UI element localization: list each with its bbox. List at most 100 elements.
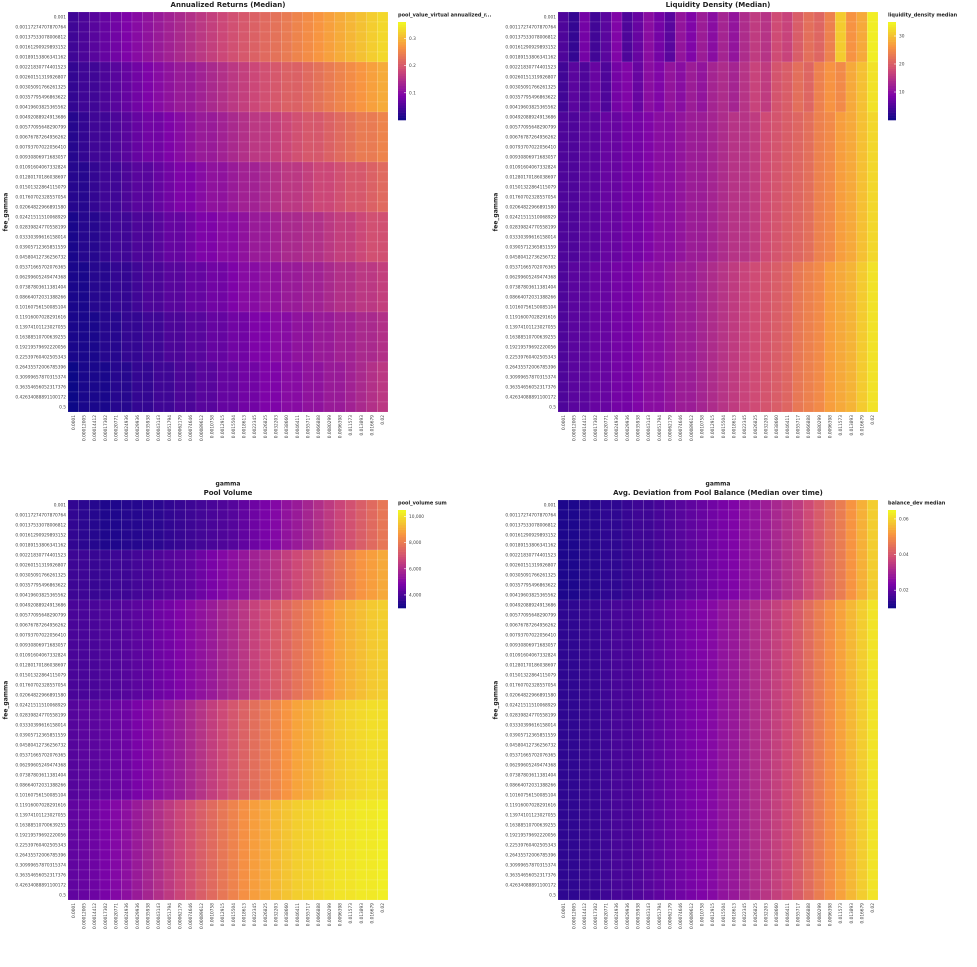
heatmap-cell: [174, 71, 186, 83]
heatmap-cell: [174, 131, 186, 143]
heatmap-cell: [281, 91, 293, 103]
heatmap-cell: [739, 829, 751, 841]
heatmap-cell: [611, 659, 623, 671]
heatmap-cell: [653, 579, 665, 591]
heatmap-cell: [249, 371, 261, 383]
heatmap-cell: [259, 211, 271, 223]
heatmap-cell: [664, 799, 676, 811]
heatmap-cell: [291, 241, 303, 253]
heatmap-cell: [600, 819, 612, 831]
heatmap-cell: [174, 819, 186, 831]
heatmap-cell: [355, 859, 367, 871]
legend-title: liquidity_density median: [888, 13, 958, 19]
heatmap-cell: [281, 639, 293, 651]
heatmap-cell: [685, 779, 697, 791]
heatmap-cell: [696, 499, 708, 511]
heatmap-cell: [238, 141, 250, 153]
heatmap-cell: [366, 699, 378, 711]
heatmap-cell: [366, 559, 378, 571]
heatmap-cell: [355, 41, 367, 53]
heatmap-cell: [760, 709, 772, 721]
colorbar-segment: [398, 585, 406, 589]
heatmap-cell: [653, 41, 665, 53]
heatmap-cell: [653, 201, 665, 213]
heatmap-cell: [675, 291, 687, 303]
heatmap-cell: [579, 351, 591, 363]
heatmap-cell: [227, 589, 239, 601]
heatmap-cell: [78, 251, 90, 263]
heatmap-cell: [557, 91, 569, 103]
heatmap-cell: [174, 579, 186, 591]
heatmap-cell: [270, 619, 282, 631]
heatmap-cell: [824, 769, 836, 781]
heatmap-cell: [78, 579, 90, 591]
colorbar-segment: [888, 85, 896, 89]
heatmap-cell: [685, 51, 697, 63]
heatmap-cell: [749, 549, 761, 561]
heatmap-cell: [867, 111, 879, 123]
heatmap-cell: [824, 351, 836, 363]
heatmap-cell: [99, 141, 111, 153]
heatmap-cell: [664, 271, 676, 283]
heatmap-cell: [835, 529, 847, 541]
heatmap-cell: [313, 81, 325, 93]
heatmap-cell: [334, 869, 346, 881]
heatmap-cell: [845, 589, 857, 601]
heatmap-cell: [792, 719, 804, 731]
heatmap-cell: [568, 589, 580, 601]
heatmap-cell: [78, 331, 90, 343]
heatmap-cell: [717, 509, 729, 521]
heatmap-cell: [281, 819, 293, 831]
heatmap-cell: [142, 609, 154, 621]
heatmap-cell: [739, 261, 751, 273]
heatmap-cell: [334, 669, 346, 681]
colorbar-segment: [398, 85, 406, 89]
heatmap-cell: [227, 311, 239, 323]
x-tick-label: 0.0055717: [306, 415, 312, 439]
heatmap-cell: [856, 719, 868, 731]
heatmap-cell: [345, 699, 357, 711]
heatmap-cell: [579, 141, 591, 153]
heatmap-cell: [121, 709, 133, 721]
heatmap-cell: [345, 519, 357, 531]
heatmap-cell: [771, 111, 783, 123]
heatmap-cell: [771, 619, 783, 631]
heatmap-cell: [153, 519, 165, 531]
heatmap-cell: [323, 709, 335, 721]
heatmap-cell: [643, 649, 655, 661]
heatmap-cell: [323, 261, 335, 273]
heatmap-cell: [291, 579, 303, 591]
heatmap-cell: [131, 221, 143, 233]
heatmap-cell: [611, 161, 623, 173]
chart-title: Pool Volume: [204, 489, 253, 497]
heatmap-cell: [67, 211, 79, 223]
heatmap-cell: [856, 709, 868, 721]
heatmap-cell: [174, 509, 186, 521]
y-tick-label: 0.10160756150085104: [505, 305, 556, 311]
heatmap-cell: [110, 331, 122, 343]
heatmap-cell: [313, 261, 325, 273]
heatmap-cell: [856, 101, 868, 113]
heatmap-cell: [632, 799, 644, 811]
y-tick-label: 0.01501322864115079: [15, 185, 66, 191]
heatmap-cell: [867, 579, 879, 591]
heatmap-cell: [185, 509, 197, 521]
heatmap-cell: [270, 509, 282, 521]
heatmap-cell: [589, 569, 601, 581]
heatmap-cell: [856, 539, 868, 551]
heatmap-cell: [291, 371, 303, 383]
heatmap-cell: [813, 241, 825, 253]
heatmap-cell: [163, 211, 175, 223]
heatmap-cell: [675, 799, 687, 811]
heatmap-cell: [281, 549, 293, 561]
heatmap-cell: [323, 639, 335, 651]
heatmap-cell: [760, 21, 772, 33]
heatmap-cell: [174, 629, 186, 641]
heatmap-cell: [313, 151, 325, 163]
heatmap-cell: [227, 889, 239, 901]
heatmap-cell: [728, 221, 740, 233]
heatmap-cell: [142, 879, 154, 891]
heatmap-cell: [206, 71, 218, 83]
heatmap-cell: [366, 301, 378, 313]
heatmap-cell: [270, 51, 282, 63]
